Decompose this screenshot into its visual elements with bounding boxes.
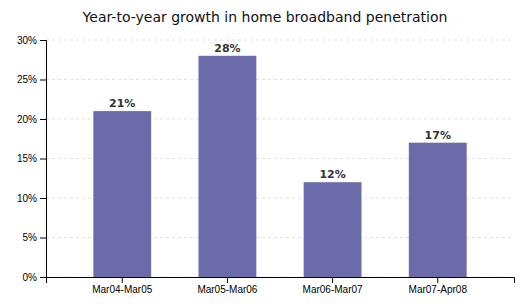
x-tick: Mar07-Apr08 xyxy=(409,277,468,295)
y-axis: 0% 5% 10% 15% 20% 25% 30% xyxy=(17,35,47,283)
title: Year-to-year growth in home broadband pe… xyxy=(82,9,448,25)
bar xyxy=(198,56,256,277)
axis-domain xyxy=(47,278,515,284)
grid-line xyxy=(46,40,514,41)
data-label: 12% xyxy=(319,168,345,181)
x-tick: Mar04-Mar05 xyxy=(92,277,152,295)
y-tick-mark xyxy=(40,198,46,199)
x-tick-mark xyxy=(437,277,438,283)
x-axis: Mar04-Mar05 Mar05-Mar06 Mar06-Mar07 Mar07-A… xyxy=(47,277,515,295)
y-tick-mark xyxy=(40,238,46,239)
y-tick: 10% xyxy=(17,193,46,204)
y-tick: 20% xyxy=(17,114,46,125)
x-tick-mark xyxy=(122,277,123,283)
y-tick: 0% xyxy=(23,272,46,283)
y-tick-mark xyxy=(40,40,46,41)
data-label: 17% xyxy=(425,129,451,142)
y-tick-label: 20% xyxy=(17,114,37,125)
y-tick-mark xyxy=(40,119,46,120)
x-tick-mark xyxy=(332,277,333,283)
y-tick: 30% xyxy=(17,35,46,46)
x-tick: Mar06-Mar07 xyxy=(303,277,363,295)
bars xyxy=(93,56,466,277)
y-tick-mark xyxy=(40,277,46,278)
bar xyxy=(304,182,362,277)
data-label: 21% xyxy=(109,97,135,110)
y-tick: 5% xyxy=(23,232,46,243)
grid-line xyxy=(46,79,514,80)
y-tick-mark xyxy=(40,159,46,160)
data-labels: 21% 28% 12% 17% xyxy=(109,42,451,181)
y-tick-label: 0% xyxy=(23,272,38,283)
y-tick-label: 25% xyxy=(17,74,37,85)
y-tick-label: 15% xyxy=(17,153,37,164)
y-tick-mark xyxy=(40,80,46,81)
x-tick: Mar05-Mar06 xyxy=(197,277,257,295)
x-tick-mark xyxy=(227,277,228,283)
bar xyxy=(409,143,467,277)
y-tick: 25% xyxy=(17,74,46,85)
x-tick-label: Mar06-Mar07 xyxy=(303,284,363,295)
plot: 0% 5% 10% 15% 20% 25% 30% Mar04-Mar05 Mar05-Mar0… xyxy=(17,35,515,295)
y-tick-label: 10% xyxy=(17,193,37,204)
bar xyxy=(93,111,151,277)
y-tick-label: 5% xyxy=(23,232,38,243)
chart: 0% 5% 10% 15% 20% 25% 30% Mar04-Mar05 Mar05-Mar0… xyxy=(0,0,530,307)
y-tick: 15% xyxy=(17,153,46,164)
x-tick-label: Mar04-Mar05 xyxy=(92,284,152,295)
grid xyxy=(46,40,514,277)
x-tick-label: Mar05-Mar06 xyxy=(197,284,257,295)
y-tick-label: 30% xyxy=(17,35,37,46)
x-tick-label: Mar07-Apr08 xyxy=(409,284,468,295)
axis-domain xyxy=(40,41,47,278)
data-label: 28% xyxy=(214,42,240,55)
